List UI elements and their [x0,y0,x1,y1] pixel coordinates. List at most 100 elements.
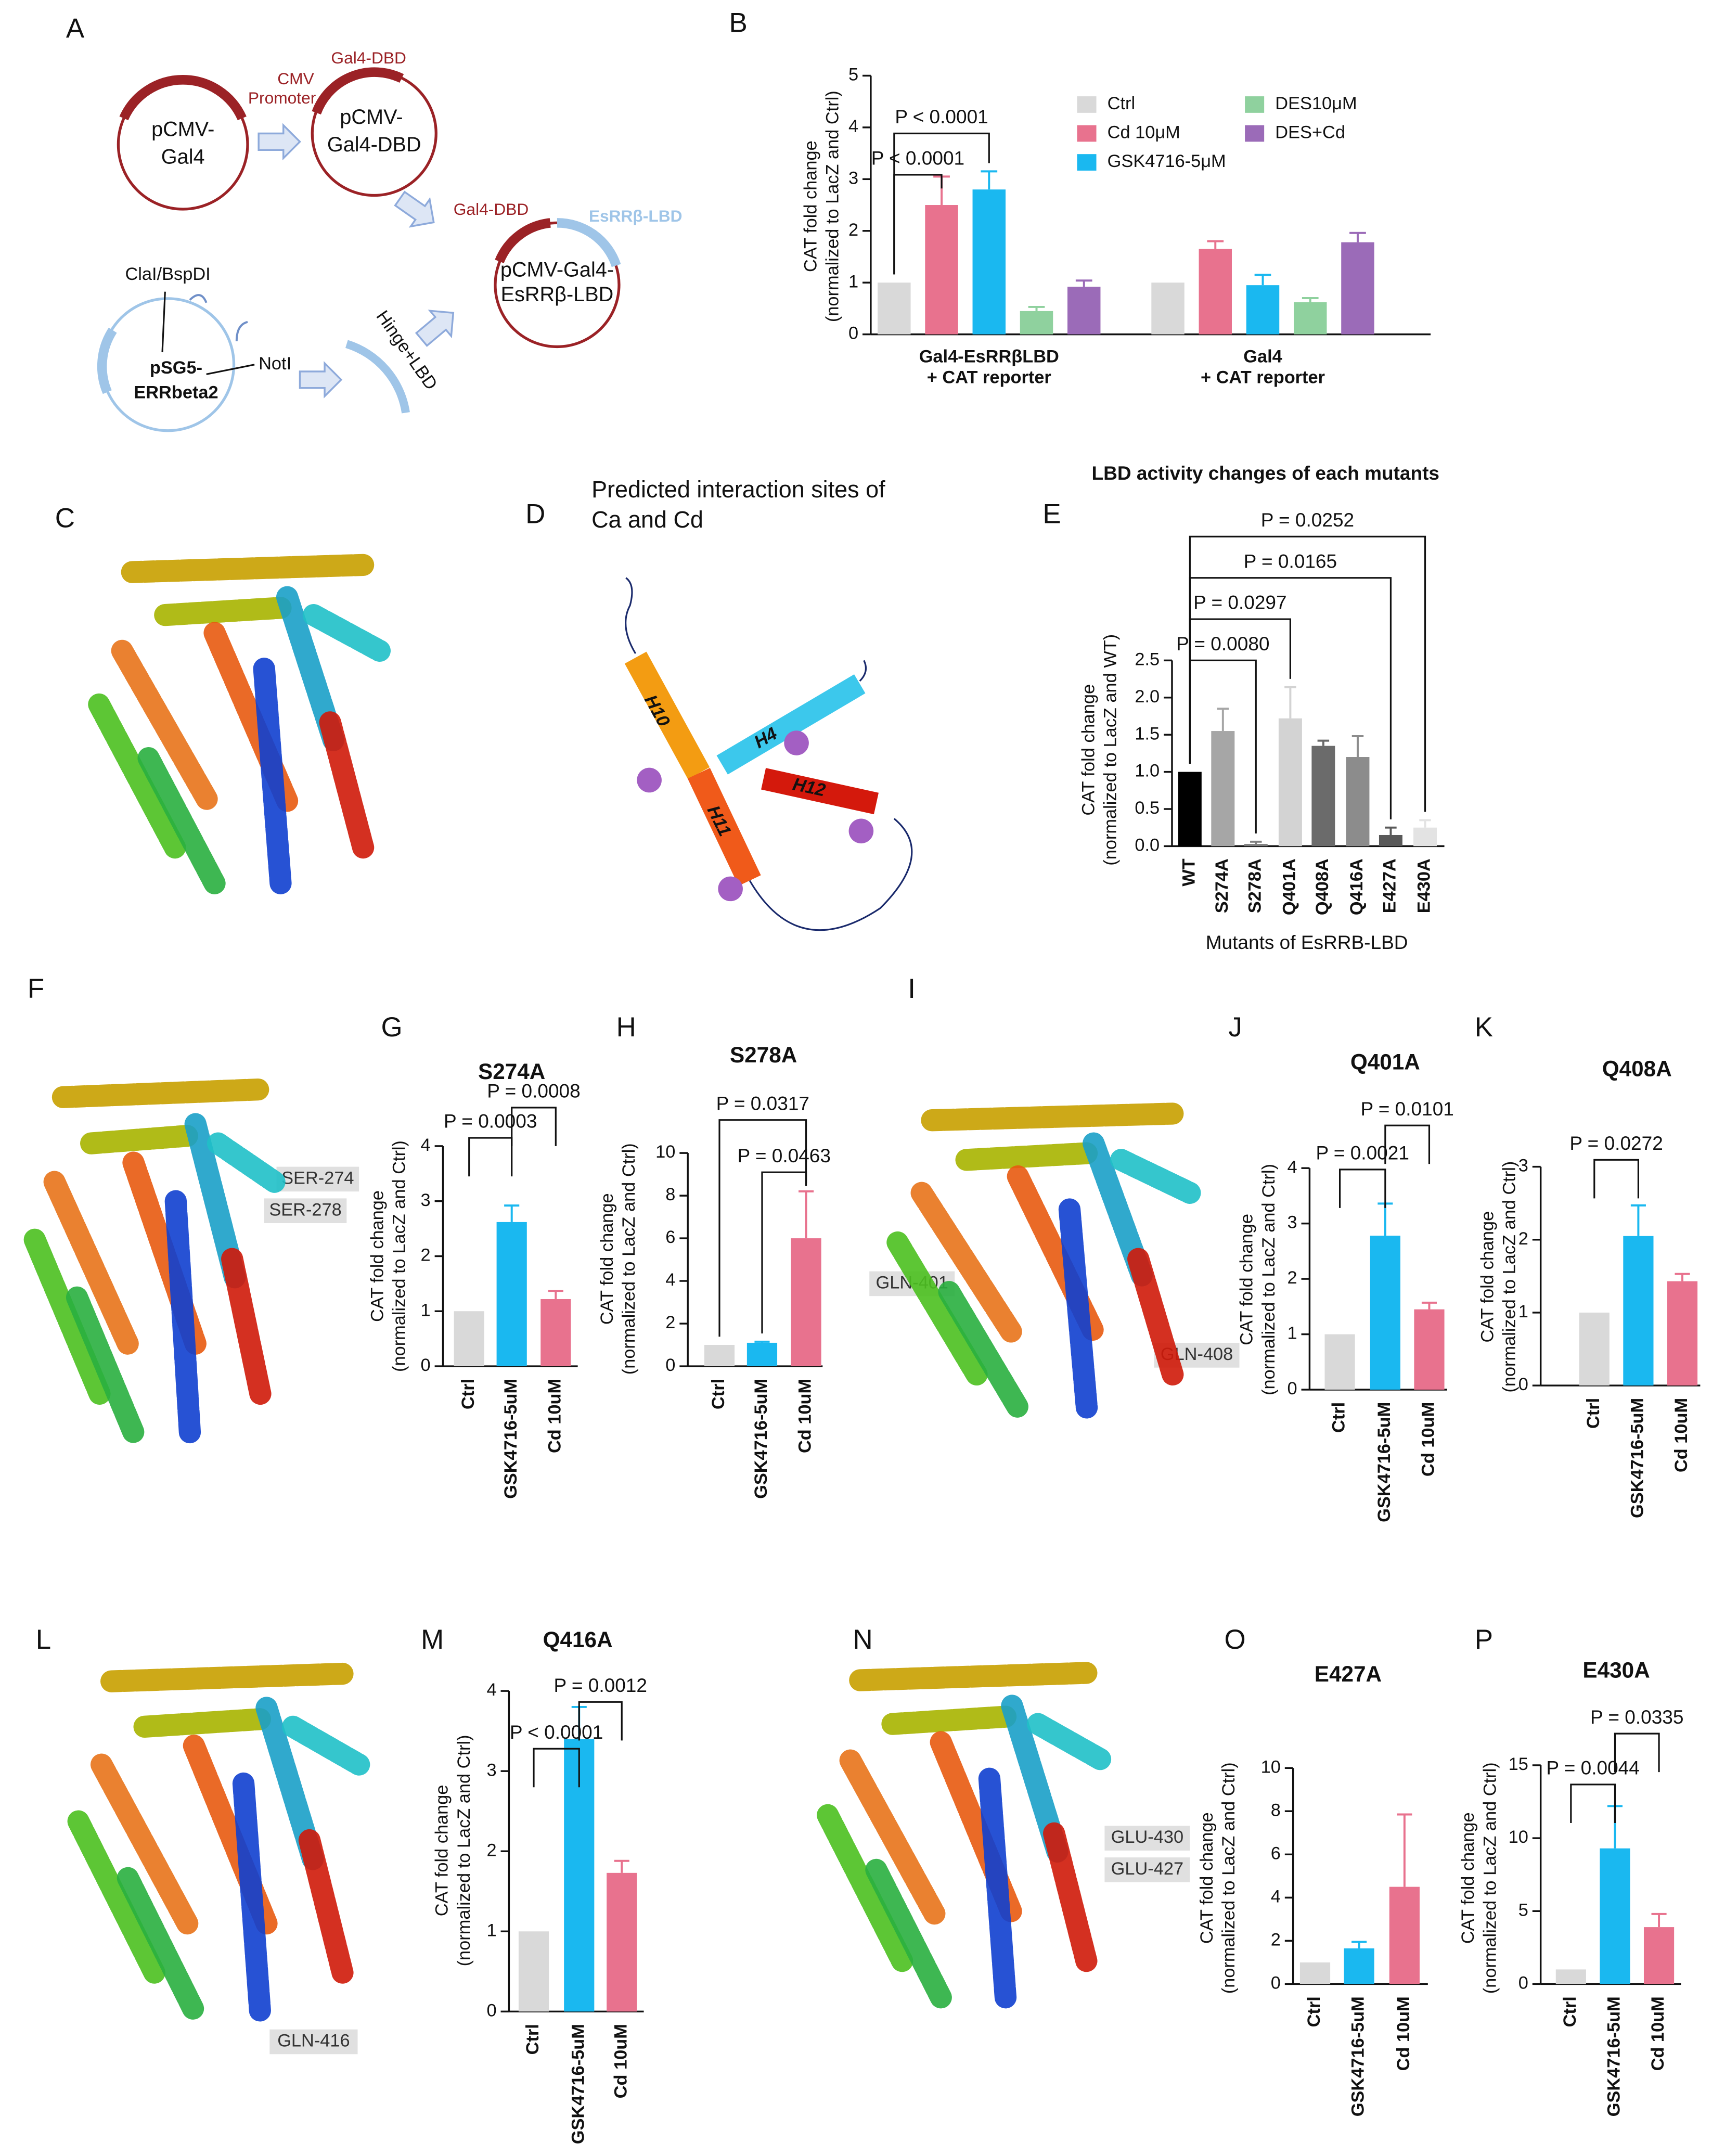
legend-label: GSK4716-5μM [1108,151,1226,171]
bar [607,1872,637,2012]
legend-swatch [1077,154,1097,171]
error-bar [799,1190,814,1239]
panel-letters: A B C D E F G H I J K L M N O P [28,8,1493,1655]
y-tick-label: 2.5 [1135,649,1160,669]
error-bar [754,1340,770,1343]
y-tick-label: 4 [421,1135,431,1155]
y-axis-label: CAT fold change (normalized to LacZ and C… [1237,1164,1278,1395]
y-tick-label: 1.5 [1135,724,1160,743]
protein-structure [23,1078,286,1444]
y-tick-label: 5 [848,65,858,85]
bar [1278,718,1302,846]
y-axis-label-line: (normalized to LacZ and WT) [1101,634,1121,866]
error-bar [614,1859,629,1873]
y-tick-label: 3 [1288,1213,1297,1233]
feature-label: Gal4-DBD [331,48,406,67]
helix [955,1142,1098,1171]
helix [154,597,292,626]
significance-bracket [718,1119,807,1337]
diagram-title: Predicted interaction sites of [591,476,885,503]
x-tick-label: GSK4716-5uM [1374,1402,1394,1522]
protein-structure [88,554,391,894]
x-tick-label: Gal4 [1243,347,1282,367]
y-axis-label-line: (normalized to LacZ and Ctrl) [823,91,843,322]
x-tick-label: Cd 10uM [795,1379,815,1453]
helix [121,554,375,583]
loop [749,818,913,931]
error-bar [1385,826,1397,835]
helix [302,604,391,662]
y-axis-label-line: CAT fold change [1237,1214,1256,1345]
y-tick-label: 15 [1509,1754,1528,1774]
bar [1346,757,1370,846]
significance-label: P = 0.0080 [1176,633,1269,654]
y-tick-label: 3 [486,1760,496,1780]
y-tick-label: 8 [665,1185,675,1204]
error-bar [1217,708,1229,732]
helix [43,1171,139,1355]
x-tick-label: Q416A [1347,858,1367,915]
y-tick-label: 2 [1518,1229,1528,1249]
x-tick-label: GSK4716-5uM [1627,1398,1647,1518]
x-tick-label: S278A [1245,858,1265,913]
x-axis-label: Mutants of EsRRB-LBD [1206,931,1408,953]
bar [1643,1927,1675,1984]
significance-bracket [1593,1159,1639,1199]
x-tick-label: GSK4716-5uM [568,2024,588,2144]
helix [839,1749,946,1925]
error-bar [1207,240,1224,249]
legend-label: DES+Cd [1275,123,1345,143]
helix [67,1810,165,1984]
plasmid-label: pCMV- [340,106,403,129]
y-tick-label: 0 [1288,1379,1297,1398]
helix [164,1190,201,1444]
bar [454,1311,484,1367]
x-tick-label: Ctrl [1304,1996,1324,2027]
label-box [269,2029,358,2055]
error-bar [1254,274,1271,286]
y-axis-label-line: (normalized to LacZ and Ctrl) [1219,1762,1239,1994]
feature-label: EsRRβ-LBD [589,207,683,225]
y-tick-label: 3 [1518,1156,1528,1176]
y-axis-label-line: CAT fold change [1197,1812,1217,1944]
y-tick-label: 1 [421,1300,431,1320]
significance-label: P = 0.0101 [1360,1098,1453,1120]
significance-bracket [533,1748,580,1788]
y-axis-label: CAT fold change (normalized to LacZ and C… [801,91,842,322]
interaction-diagram: Predicted interaction sites of Ca and Cd… [591,476,913,931]
error-bar [1302,297,1319,302]
chart-title: E427A [1315,1662,1382,1686]
y-tick-label: 0 [848,324,858,343]
insert-fragment [345,340,410,414]
plasmid-label: Gal4 [161,146,205,169]
plasmid-segment [97,327,117,394]
bar [1311,746,1335,846]
y-tick-label: 0 [486,2000,496,2020]
significance-label: P = 0.0317 [716,1092,809,1114]
significance-label: P = 0.0012 [554,1674,647,1696]
y-tick-label: 3 [848,168,858,188]
y-axis-label: CAT fold change (normalized to LacZ and C… [1197,1762,1239,1994]
helix [253,658,292,894]
helix [319,711,375,859]
significance-bracket [468,1137,513,1177]
error-bar [1028,305,1045,311]
legend-swatch [1245,96,1265,113]
error-bar [1397,1813,1412,1887]
helix [687,768,761,886]
bar [704,1345,735,1367]
bar [1067,287,1101,335]
panel-letter: C [55,503,75,534]
helix [80,1124,201,1154]
helix [978,1767,1017,2009]
plasmid-segment [557,218,621,267]
panel-letter: N [853,1624,872,1655]
arrow [299,361,343,399]
helix [66,1286,145,1444]
bar [1414,1309,1445,1390]
bar [1370,1236,1400,1390]
helix [910,1182,1022,1343]
bar [518,1931,549,2012]
residue-label: SER-274 [281,1168,354,1188]
panel-letter: A [66,13,85,44]
